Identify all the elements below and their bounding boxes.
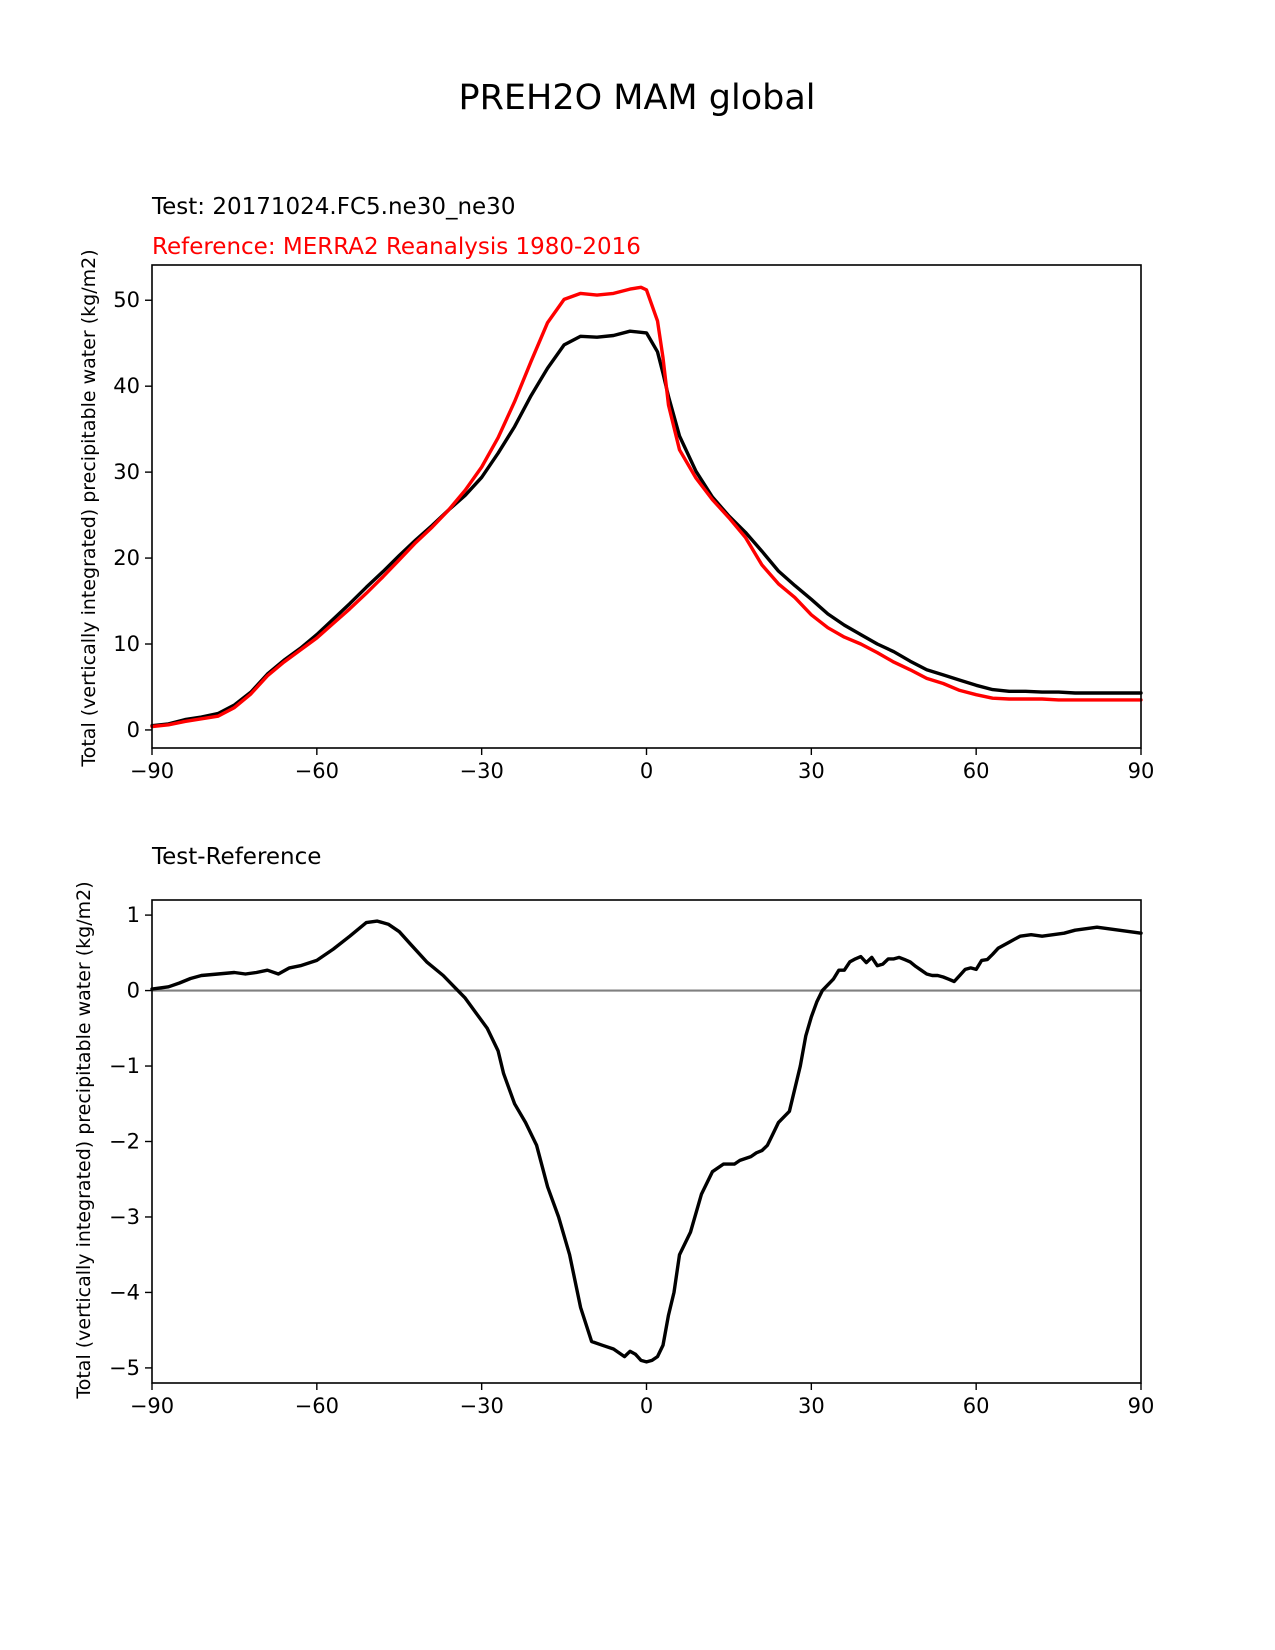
profile-xtick-label: 0 <box>640 759 653 783</box>
profile-xtick-label: 30 <box>798 759 825 783</box>
panel-profile-ylabel: Total (vertically integrated) precipitab… <box>78 249 100 767</box>
difference-xtick-label: −60 <box>295 1394 339 1418</box>
difference-xtick-label: 0 <box>640 1394 653 1418</box>
profile-xtick-label: 60 <box>963 759 990 783</box>
difference-ytick-label: −3 <box>109 1205 140 1229</box>
profile-series-test <box>150 329 1143 728</box>
difference-ytick-label: −4 <box>109 1280 140 1304</box>
profile-ytick-label: 20 <box>113 546 140 570</box>
difference-xtick-label: 30 <box>798 1394 825 1418</box>
difference-ytick-label: −2 <box>109 1130 140 1154</box>
panel-profile-reference-label: Reference: MERRA2 Reanalysis 1980-2016 <box>152 234 641 260</box>
profile-xtick-label: 90 <box>1128 759 1155 783</box>
difference-series-test-reference <box>150 919 1143 1364</box>
profile-ytick-label: 50 <box>113 288 140 312</box>
profile-series-reference <box>150 285 1143 729</box>
figure-title: PREH2O MAM global <box>458 78 815 118</box>
profile-ytick-label: 10 <box>113 632 140 656</box>
difference-xtick-label: −90 <box>130 1394 174 1418</box>
difference-ytick-label: 1 <box>127 903 140 927</box>
panel-difference-title: Test-Reference <box>151 844 321 870</box>
difference-xtick-label: 60 <box>963 1394 990 1418</box>
difference-xtick-label: −30 <box>460 1394 504 1418</box>
profile-ytick-label: 0 <box>127 718 140 742</box>
profile-xtick-label: −60 <box>295 759 339 783</box>
difference-ytick-label: 0 <box>127 979 140 1003</box>
profile-xtick-label: −30 <box>460 759 504 783</box>
panel-profile-test-label: Test: 20171024.FC5.ne30_ne30 <box>151 194 515 220</box>
profile-xtick-label: −90 <box>130 759 174 783</box>
panel-difference-ylabel: Total (vertically integrated) precipitab… <box>73 881 95 1399</box>
profile-ytick-label: 40 <box>113 374 140 398</box>
panel-difference: Test-Reference Total (vertically integra… <box>73 844 1154 1418</box>
profile-ytick-label: 30 <box>113 460 140 484</box>
difference-xtick-label: 90 <box>1128 1394 1155 1418</box>
difference-ytick-label: −5 <box>109 1356 140 1380</box>
difference-ytick-label: −1 <box>109 1054 140 1078</box>
panel-profile: Test: 20171024.FC5.ne30_ne30 Reference: … <box>78 194 1154 783</box>
